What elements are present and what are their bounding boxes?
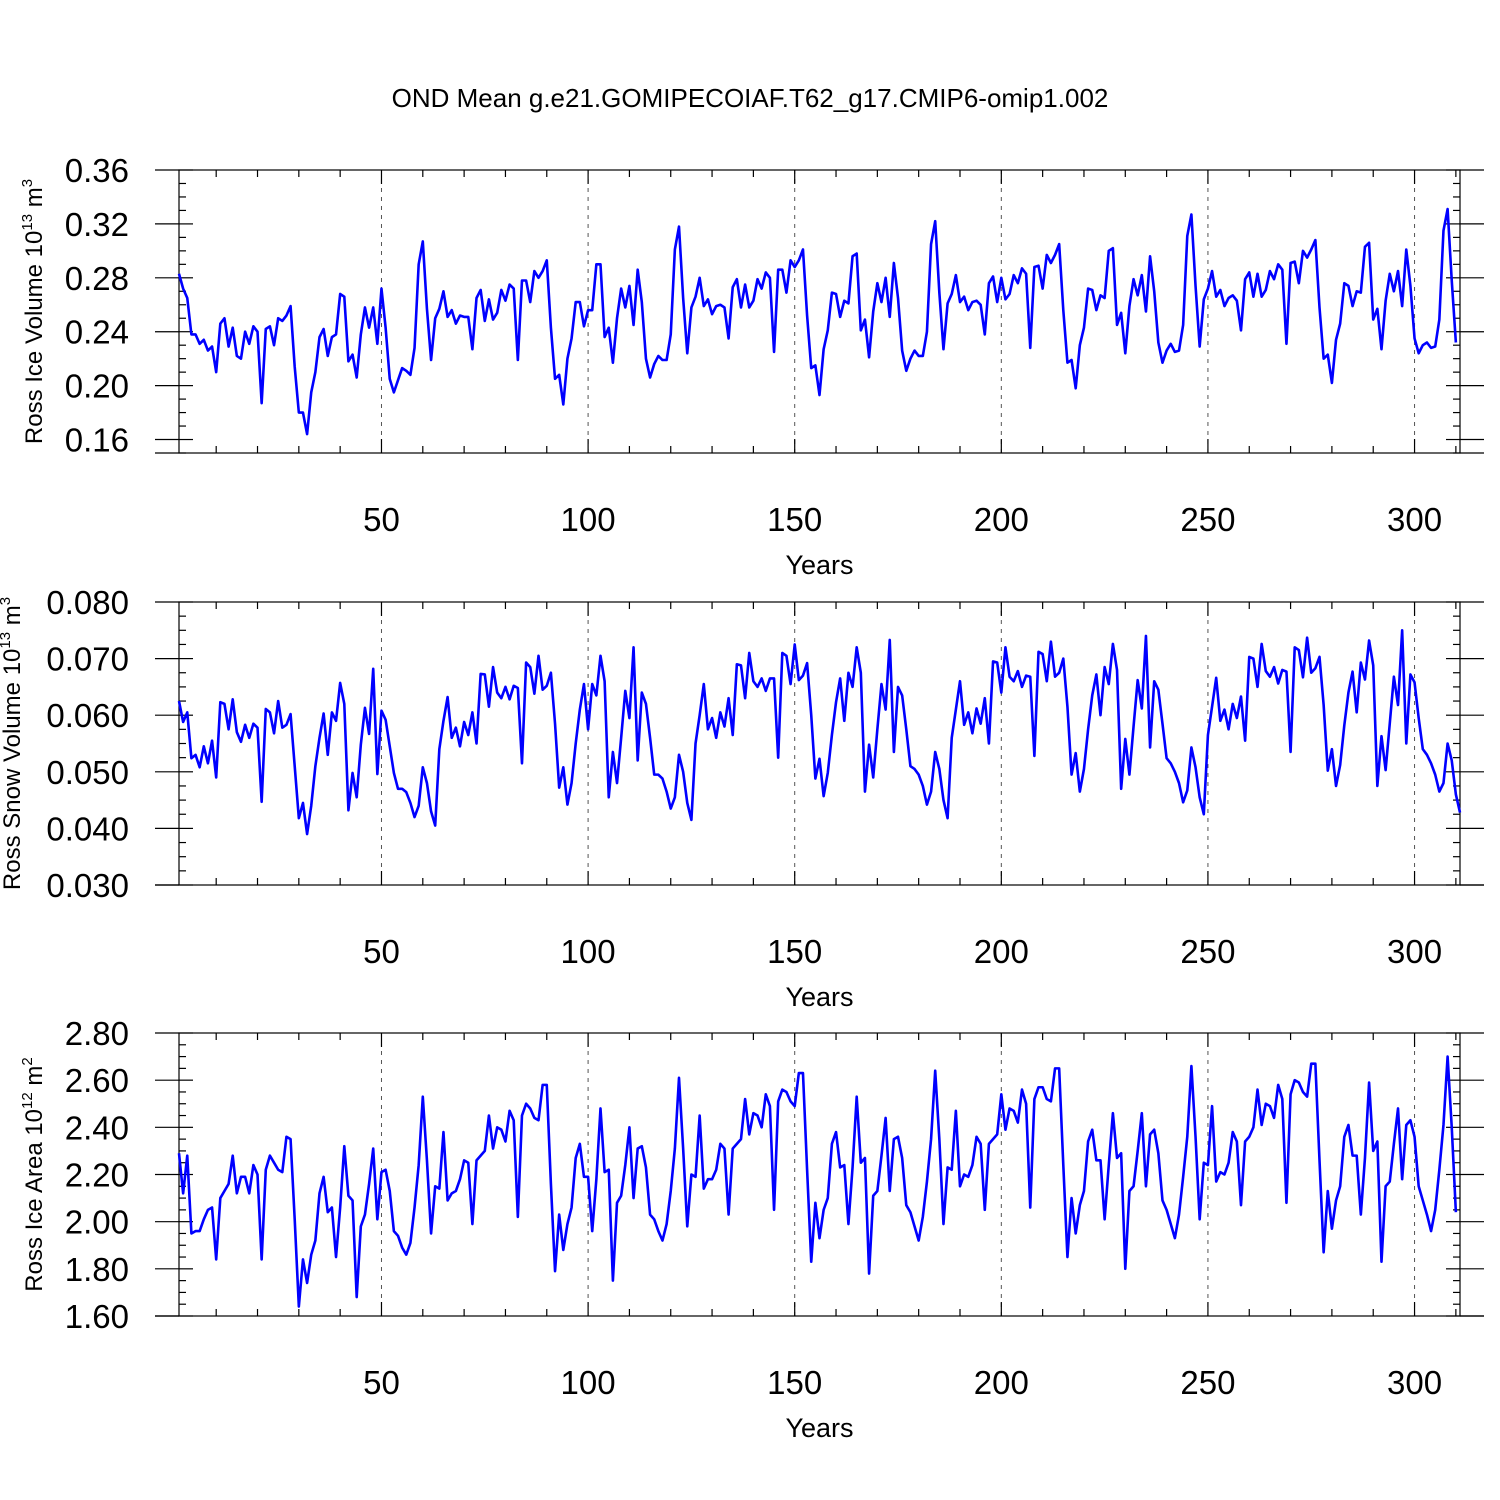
- x-tick-label: 100: [561, 501, 616, 538]
- x-tick-label: 200: [974, 1364, 1029, 1401]
- x-tick-label: 50: [363, 1364, 400, 1401]
- x-tick-label: 150: [767, 1364, 822, 1401]
- ross-ice-area-series-line: [177, 1055, 1458, 1308]
- x-tick-label: 300: [1387, 501, 1442, 538]
- x-tick-label: 300: [1387, 1364, 1442, 1401]
- plot-frame: [178, 169, 1461, 454]
- x-tick-label: 100: [561, 1364, 616, 1401]
- y-tick-label: 0.32: [65, 206, 129, 243]
- x-axis-label: Years: [785, 982, 853, 1012]
- x-tick-label: 150: [767, 933, 822, 970]
- x-tick-label: 150: [767, 501, 822, 538]
- x-tick-label: 250: [1180, 501, 1235, 538]
- y-tick-label: 0.030: [46, 867, 129, 904]
- ross-snow-volume-series-line: [177, 628, 1462, 836]
- x-tick-label: 250: [1180, 1364, 1235, 1401]
- y-tick-label: 1.80: [65, 1251, 129, 1288]
- x-tick-label: 50: [363, 933, 400, 970]
- y-axis-label: Ross Ice Area 1012 m2: [19, 1057, 48, 1291]
- y-tick-label: 0.080: [46, 584, 129, 621]
- figure-title: OND Mean g.e21.GOMIPECOIAF.T62_g17.CMIP6…: [392, 83, 1109, 113]
- y-axis-label: Ross Snow Volume 1013 m3: [0, 597, 26, 890]
- x-tick-label: 50: [363, 501, 400, 538]
- x-tick-label: 100: [561, 933, 616, 970]
- x-tick-label: 250: [1180, 933, 1235, 970]
- y-tick-label: 2.60: [65, 1062, 129, 1099]
- ross-ice-volume-series-line: [177, 207, 1458, 436]
- ross-ice-volume-panel: 50 100 150 200 250 300 Years 0.16 0.20 0.24 0.28 0.…: [19, 152, 1484, 580]
- x-tick-label: 300: [1387, 933, 1442, 970]
- x-axis-label: Years: [785, 1413, 853, 1443]
- y-tick-label: 0.36: [65, 152, 129, 189]
- y-tick-label: 2.20: [65, 1157, 129, 1194]
- x-axis-label: Years: [785, 550, 853, 580]
- y-tick-label: 0.16: [65, 422, 129, 459]
- y-tick-label: 1.60: [65, 1298, 129, 1335]
- y-tick-label: 0.060: [46, 697, 129, 734]
- y-tick-label: 0.040: [46, 810, 129, 847]
- plot-frame: [178, 601, 1461, 886]
- y-tick-label: 0.28: [65, 260, 129, 297]
- y-tick-label: 0.24: [65, 314, 129, 351]
- y-tick-label: 2.40: [65, 1109, 129, 1146]
- y-tick-label: 2.00: [65, 1204, 129, 1241]
- ross-snow-volume-panel: 50 100 150 200 250 300 Years 0.030 0.040 0.050 0.0…: [0, 584, 1484, 1012]
- y-tick-label: 0.070: [46, 641, 129, 678]
- x-tick-label: 200: [974, 501, 1029, 538]
- y-tick-label: 0.20: [65, 368, 129, 405]
- y-tick-label: 2.80: [65, 1015, 129, 1052]
- y-axis-label: Ross Ice Volume 1013 m3: [19, 179, 48, 444]
- y-tick-label: 0.050: [46, 754, 129, 791]
- x-tick-label: 200: [974, 933, 1029, 970]
- ross-ice-area-panel: 50 100 150 200 250 300 Years 1.60 1.80 2.00 2.20 2.…: [19, 1015, 1484, 1443]
